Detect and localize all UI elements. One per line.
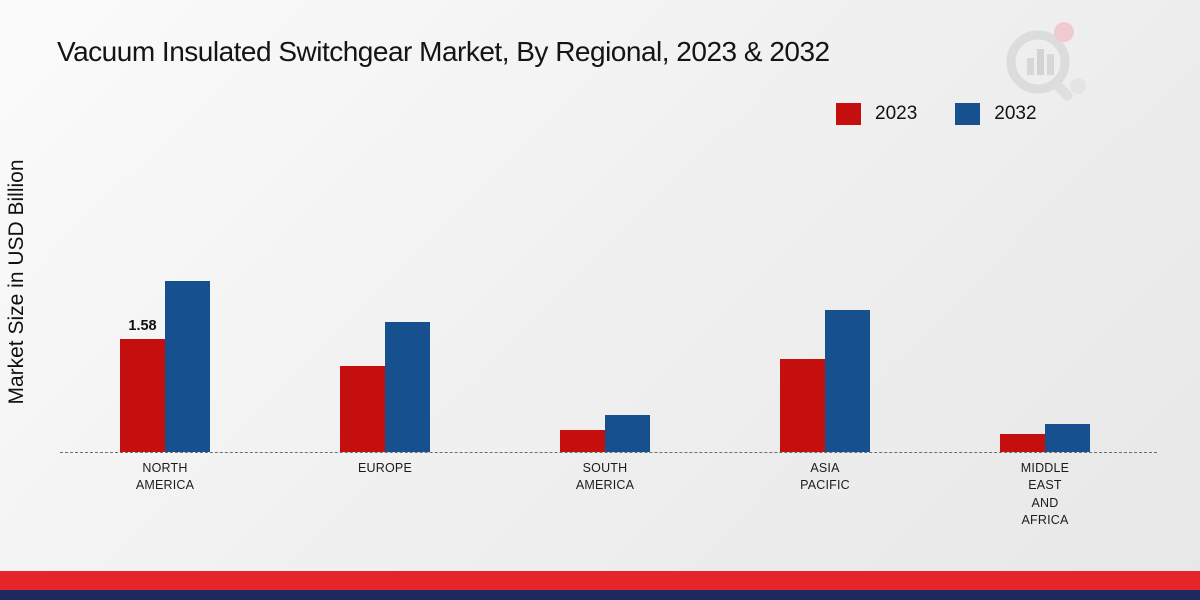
category-label-0: NORTH AMERICA	[135, 461, 195, 493]
category-label-2: SOUTH AMERICA	[575, 461, 635, 493]
bar-2023-asia-pacific	[780, 359, 825, 452]
bar-2023-europe	[340, 366, 385, 452]
bar-2023-middle-east-and-africa	[1000, 434, 1045, 452]
category-label-4: MIDDLE EAST AND AFRICA	[1020, 461, 1070, 527]
legend-item-2032: 2032	[955, 103, 1037, 125]
bar-2023-south-america	[560, 430, 605, 452]
bar-group-1	[340, 0, 430, 452]
x-axis-baseline	[60, 452, 1157, 453]
bar-group-2	[560, 0, 650, 452]
bar-2032-north-america	[165, 281, 210, 452]
bar-group-0: 1.58	[120, 0, 210, 452]
category-label-3: ASIA PACIFIC	[800, 461, 850, 493]
bar-2023-north-america: 1.58	[120, 318, 165, 452]
legend-swatch-2032	[955, 103, 981, 125]
legend-label-2023: 2023	[875, 103, 918, 124]
category-label-1: EUROPE	[358, 461, 412, 475]
chart-title: Vacuum Insulated Switchgear Market, By R…	[57, 36, 830, 67]
plot-area: 1.58	[55, 0, 1155, 452]
legend-swatch-2023	[836, 103, 861, 125]
footer-red-band	[0, 571, 1200, 590]
legend: 2023 2032	[836, 103, 1037, 125]
legend-item-2023: 2023	[836, 103, 917, 125]
bar-group-4	[1000, 0, 1090, 452]
bar-2032-middle-east-and-africa	[1045, 424, 1090, 452]
brand-logo-watermark	[1006, 22, 1086, 101]
y-axis-label: Market Size in USD Billion	[5, 159, 28, 405]
bar-2032-europe	[385, 322, 430, 452]
category-labels-row: NORTH AMERICA EUROPE SOUTH AMERICA ASIA PACIFI…	[55, 460, 1155, 529]
footer-navy-band	[0, 590, 1200, 600]
legend-label-2032: 2032	[994, 103, 1037, 124]
bar-2032-south-america	[605, 415, 650, 452]
bar-value-label: 1.58	[128, 318, 157, 334]
bar-group-3	[780, 0, 870, 452]
bar-2032-asia-pacific	[825, 310, 870, 452]
